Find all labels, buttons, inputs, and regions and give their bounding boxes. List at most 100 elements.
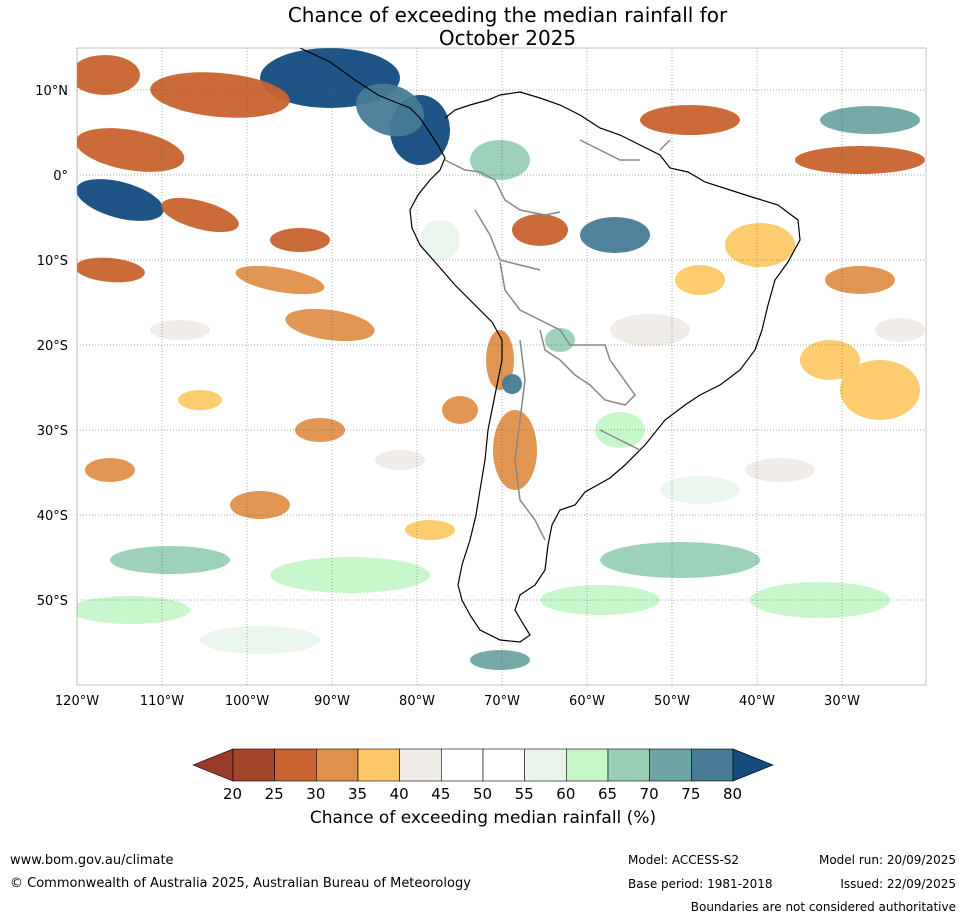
rainfall-anomaly-field bbox=[77, 48, 925, 670]
longitude-label: 50°W bbox=[654, 694, 690, 709]
map-plot-area bbox=[77, 48, 926, 685]
longitude-label: 90°W bbox=[314, 694, 350, 709]
anomaly-region bbox=[580, 217, 650, 253]
colorbar-segment bbox=[524, 748, 567, 782]
anomaly-region bbox=[77, 179, 164, 221]
footer-model-run: Model run: 20/09/2025 bbox=[818, 853, 956, 867]
colorbar-under-arrow bbox=[192, 748, 234, 782]
colorbar: 20 25 30 35 40 45 50 55 60 65 70 75 80 bbox=[192, 748, 774, 803]
anomaly-region bbox=[285, 308, 375, 342]
longitude-label: 120°W bbox=[55, 694, 99, 709]
anomaly-region bbox=[745, 458, 815, 482]
longitude-label: 70°W bbox=[484, 694, 520, 709]
anomaly-region bbox=[820, 106, 920, 134]
footer-url[interactable]: www.bom.gov.au/climate bbox=[10, 853, 174, 868]
anomaly-region bbox=[150, 72, 290, 118]
anomaly-region bbox=[235, 265, 325, 295]
colorbar-segment bbox=[399, 748, 442, 782]
anomaly-region bbox=[470, 140, 530, 180]
colorbar-segment bbox=[691, 748, 734, 782]
anomaly-region bbox=[800, 340, 860, 380]
anomaly-region bbox=[77, 128, 185, 172]
anomaly-region bbox=[110, 546, 230, 574]
anomaly-region bbox=[660, 476, 740, 504]
anomaly-region bbox=[442, 396, 478, 424]
latitude-label: 20°S bbox=[37, 339, 68, 354]
footer-copyright: © Commonwealth of Australia 2025, Austra… bbox=[10, 876, 471, 891]
latitude-label: 40°S bbox=[37, 509, 68, 524]
longitude-labels: 120°W 110°W 100°W 90°W 80°W 70°W 60°W 50°W 40°W 3… bbox=[55, 694, 860, 709]
anomaly-region bbox=[178, 390, 222, 410]
colorbar-tick-label: 25 bbox=[265, 785, 284, 803]
colorbar-tick-label: 65 bbox=[598, 785, 617, 803]
colorbar-segment bbox=[566, 748, 609, 782]
colorbar-segment bbox=[649, 748, 692, 782]
anomaly-region bbox=[77, 55, 140, 95]
longitude-label: 30°W bbox=[824, 694, 860, 709]
longitude-label: 110°W bbox=[140, 694, 184, 709]
anomaly-region bbox=[470, 650, 530, 670]
colorbar-tick-label: 55 bbox=[515, 785, 534, 803]
footer-model: Model: ACCESS-S2 bbox=[628, 853, 740, 867]
anomaly-region bbox=[825, 266, 895, 294]
anomaly-region bbox=[795, 146, 925, 174]
anomaly-region bbox=[610, 314, 690, 346]
colorbar-tick-label: 60 bbox=[556, 785, 575, 803]
footer-disclaimer: Boundaries are not considered authoritat… bbox=[690, 900, 956, 914]
colorbar-segment bbox=[316, 748, 359, 782]
colorbar-tick-label: 70 bbox=[640, 785, 659, 803]
map-title-line-2: October 2025 bbox=[438, 26, 577, 50]
latitude-labels: 10°N 0° 10°S 20°S 30°S 40°S 50°S bbox=[35, 84, 68, 609]
anomaly-region bbox=[502, 374, 522, 394]
anomaly-region bbox=[545, 328, 575, 352]
anomaly-region bbox=[77, 596, 190, 624]
anomaly-region bbox=[750, 582, 890, 618]
anomaly-region bbox=[600, 542, 760, 578]
anomaly-region bbox=[840, 360, 920, 420]
longitude-label: 80°W bbox=[399, 694, 435, 709]
longitude-label: 40°W bbox=[739, 694, 775, 709]
anomaly-region bbox=[85, 458, 135, 482]
colorbar-tick-label: 35 bbox=[348, 785, 367, 803]
anomaly-region bbox=[725, 223, 795, 267]
footer-base-period: Base period: 1981-2018 bbox=[628, 877, 773, 891]
anomaly-region bbox=[270, 557, 430, 593]
footer-issued: Issued: 22/09/2025 bbox=[840, 877, 956, 891]
anomaly-region bbox=[493, 410, 537, 490]
colorbar-segment bbox=[482, 748, 525, 782]
colorbar-segment bbox=[607, 748, 650, 782]
colorbar-tick-label: 45 bbox=[431, 785, 450, 803]
colorbar-tick-label: 75 bbox=[681, 785, 700, 803]
colorbar-segment bbox=[357, 748, 400, 782]
south-america-coastline bbox=[299, 48, 801, 643]
longitude-label: 100°W bbox=[225, 694, 269, 709]
colorbar-segment bbox=[232, 748, 275, 782]
anomaly-region bbox=[150, 320, 210, 340]
anomaly-region bbox=[875, 318, 925, 342]
anomaly-region bbox=[356, 83, 424, 137]
colorbar-tick-label: 80 bbox=[723, 785, 742, 803]
longitude-label: 60°W bbox=[569, 694, 605, 709]
anomaly-region bbox=[230, 491, 290, 519]
latitude-label: 30°S bbox=[37, 424, 68, 439]
colorbar-tick-label: 40 bbox=[390, 785, 409, 803]
colorbar-segment bbox=[274, 748, 317, 782]
anomaly-region bbox=[512, 214, 568, 246]
anomaly-region bbox=[405, 520, 455, 540]
colorbar-segment bbox=[441, 748, 484, 782]
colorbar-title: Chance of exceeding median rainfall (%) bbox=[309, 808, 657, 828]
anomaly-region bbox=[375, 450, 425, 470]
map-frame bbox=[76, 47, 927, 686]
anomaly-region bbox=[161, 197, 239, 233]
colorbar-tick-label: 30 bbox=[306, 785, 325, 803]
anomaly-region bbox=[77, 257, 145, 283]
anomaly-region bbox=[270, 228, 330, 252]
anomaly-region bbox=[420, 220, 460, 260]
latitude-label: 0° bbox=[53, 169, 68, 184]
colorbar-tick-label: 50 bbox=[473, 785, 492, 803]
latitude-label: 50°S bbox=[37, 594, 68, 609]
colorbar-tick-label: 20 bbox=[223, 785, 242, 803]
anomaly-region bbox=[640, 105, 740, 135]
map-title-line-1: Chance of exceeding the median rainfall … bbox=[287, 3, 728, 27]
